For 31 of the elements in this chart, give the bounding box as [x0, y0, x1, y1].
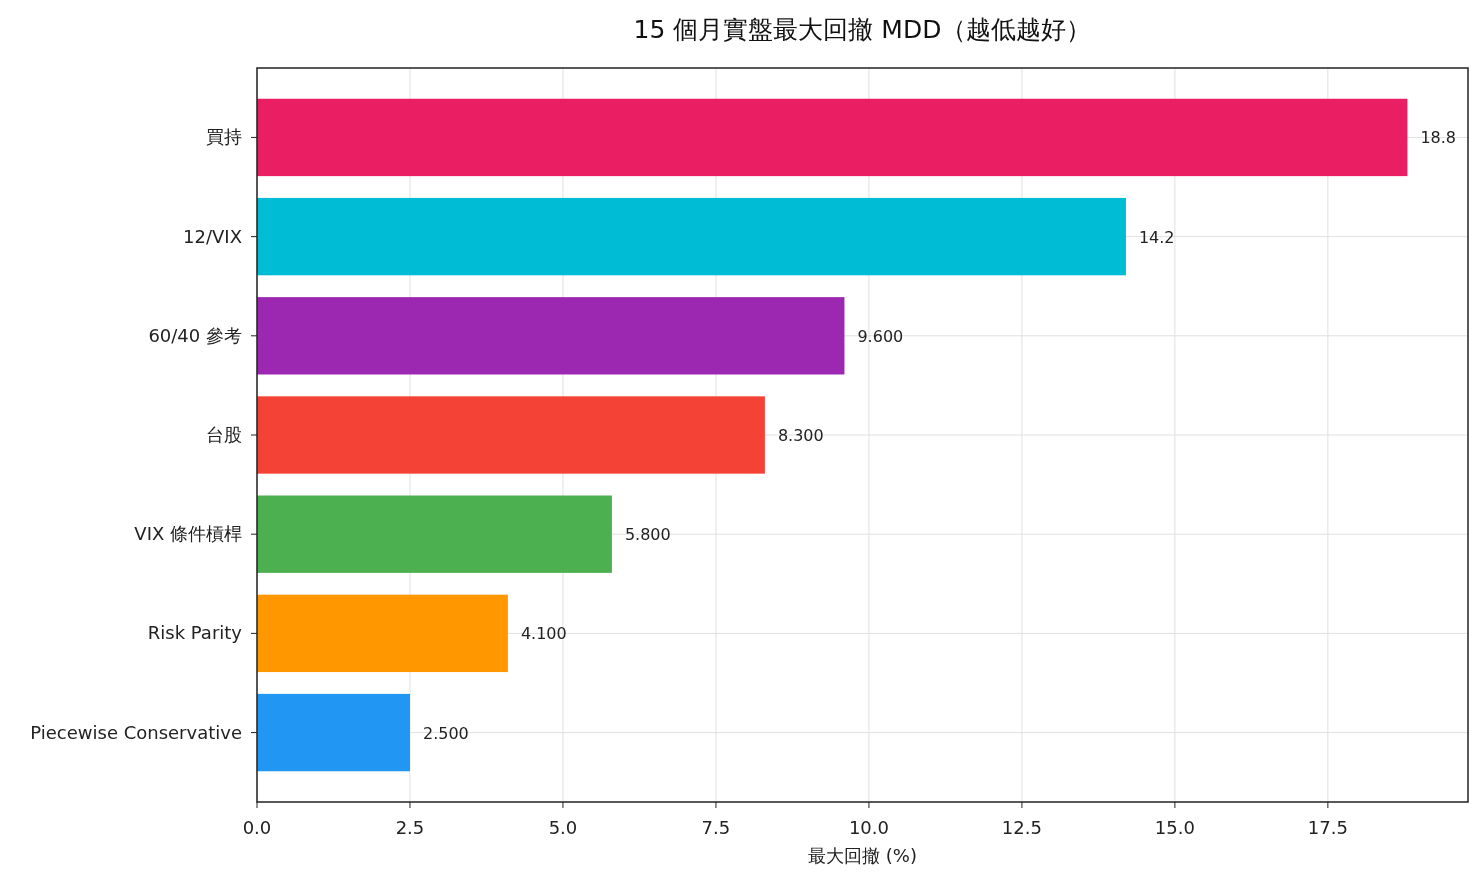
x-tick-label: 17.5: [1307, 817, 1348, 838]
y-tick-label: Risk Parity: [147, 622, 243, 644]
x-tick-label: 2.5: [395, 817, 425, 838]
x-axis-title: 最大回撤 (%): [808, 845, 917, 866]
bar: [257, 98, 1408, 177]
bar: [257, 594, 508, 673]
y-tick-label: 買持: [206, 126, 242, 148]
data-label: 2.500: [422, 723, 469, 743]
data-label: 5.800: [624, 525, 671, 545]
bar: [257, 197, 1126, 276]
bar: [257, 495, 612, 573]
y-tick-label: Piecewise Conservative: [30, 721, 242, 743]
y-tick-label: VIX 條件槓桿: [134, 523, 242, 545]
y-tick-label: 60/40 參考: [148, 324, 242, 346]
data-label: 14.2: [1138, 227, 1175, 247]
x-tick-label: 7.5: [701, 817, 731, 838]
x-tick-label: 15.0: [1154, 817, 1195, 838]
bar: [257, 297, 845, 375]
x-tick-label: 0.0: [242, 817, 272, 838]
data-label: 18.8: [1420, 128, 1457, 148]
y-tick-label: 台股: [206, 424, 242, 445]
data-label: 4.100: [520, 624, 567, 644]
data-label: 9.600: [857, 326, 904, 346]
chart-title: 15 個月實盤最大回撤 MDD（越低越好）: [633, 15, 1092, 44]
x-tick-label: 10.0: [848, 817, 889, 838]
x-tick-label: 12.5: [1001, 817, 1042, 838]
x-tick-label: 5.0: [548, 817, 578, 838]
y-tick-label: 12/VIX: [183, 225, 242, 247]
bar: [257, 693, 410, 772]
bar: [257, 396, 765, 474]
data-label: 8.300: [777, 426, 824, 445]
